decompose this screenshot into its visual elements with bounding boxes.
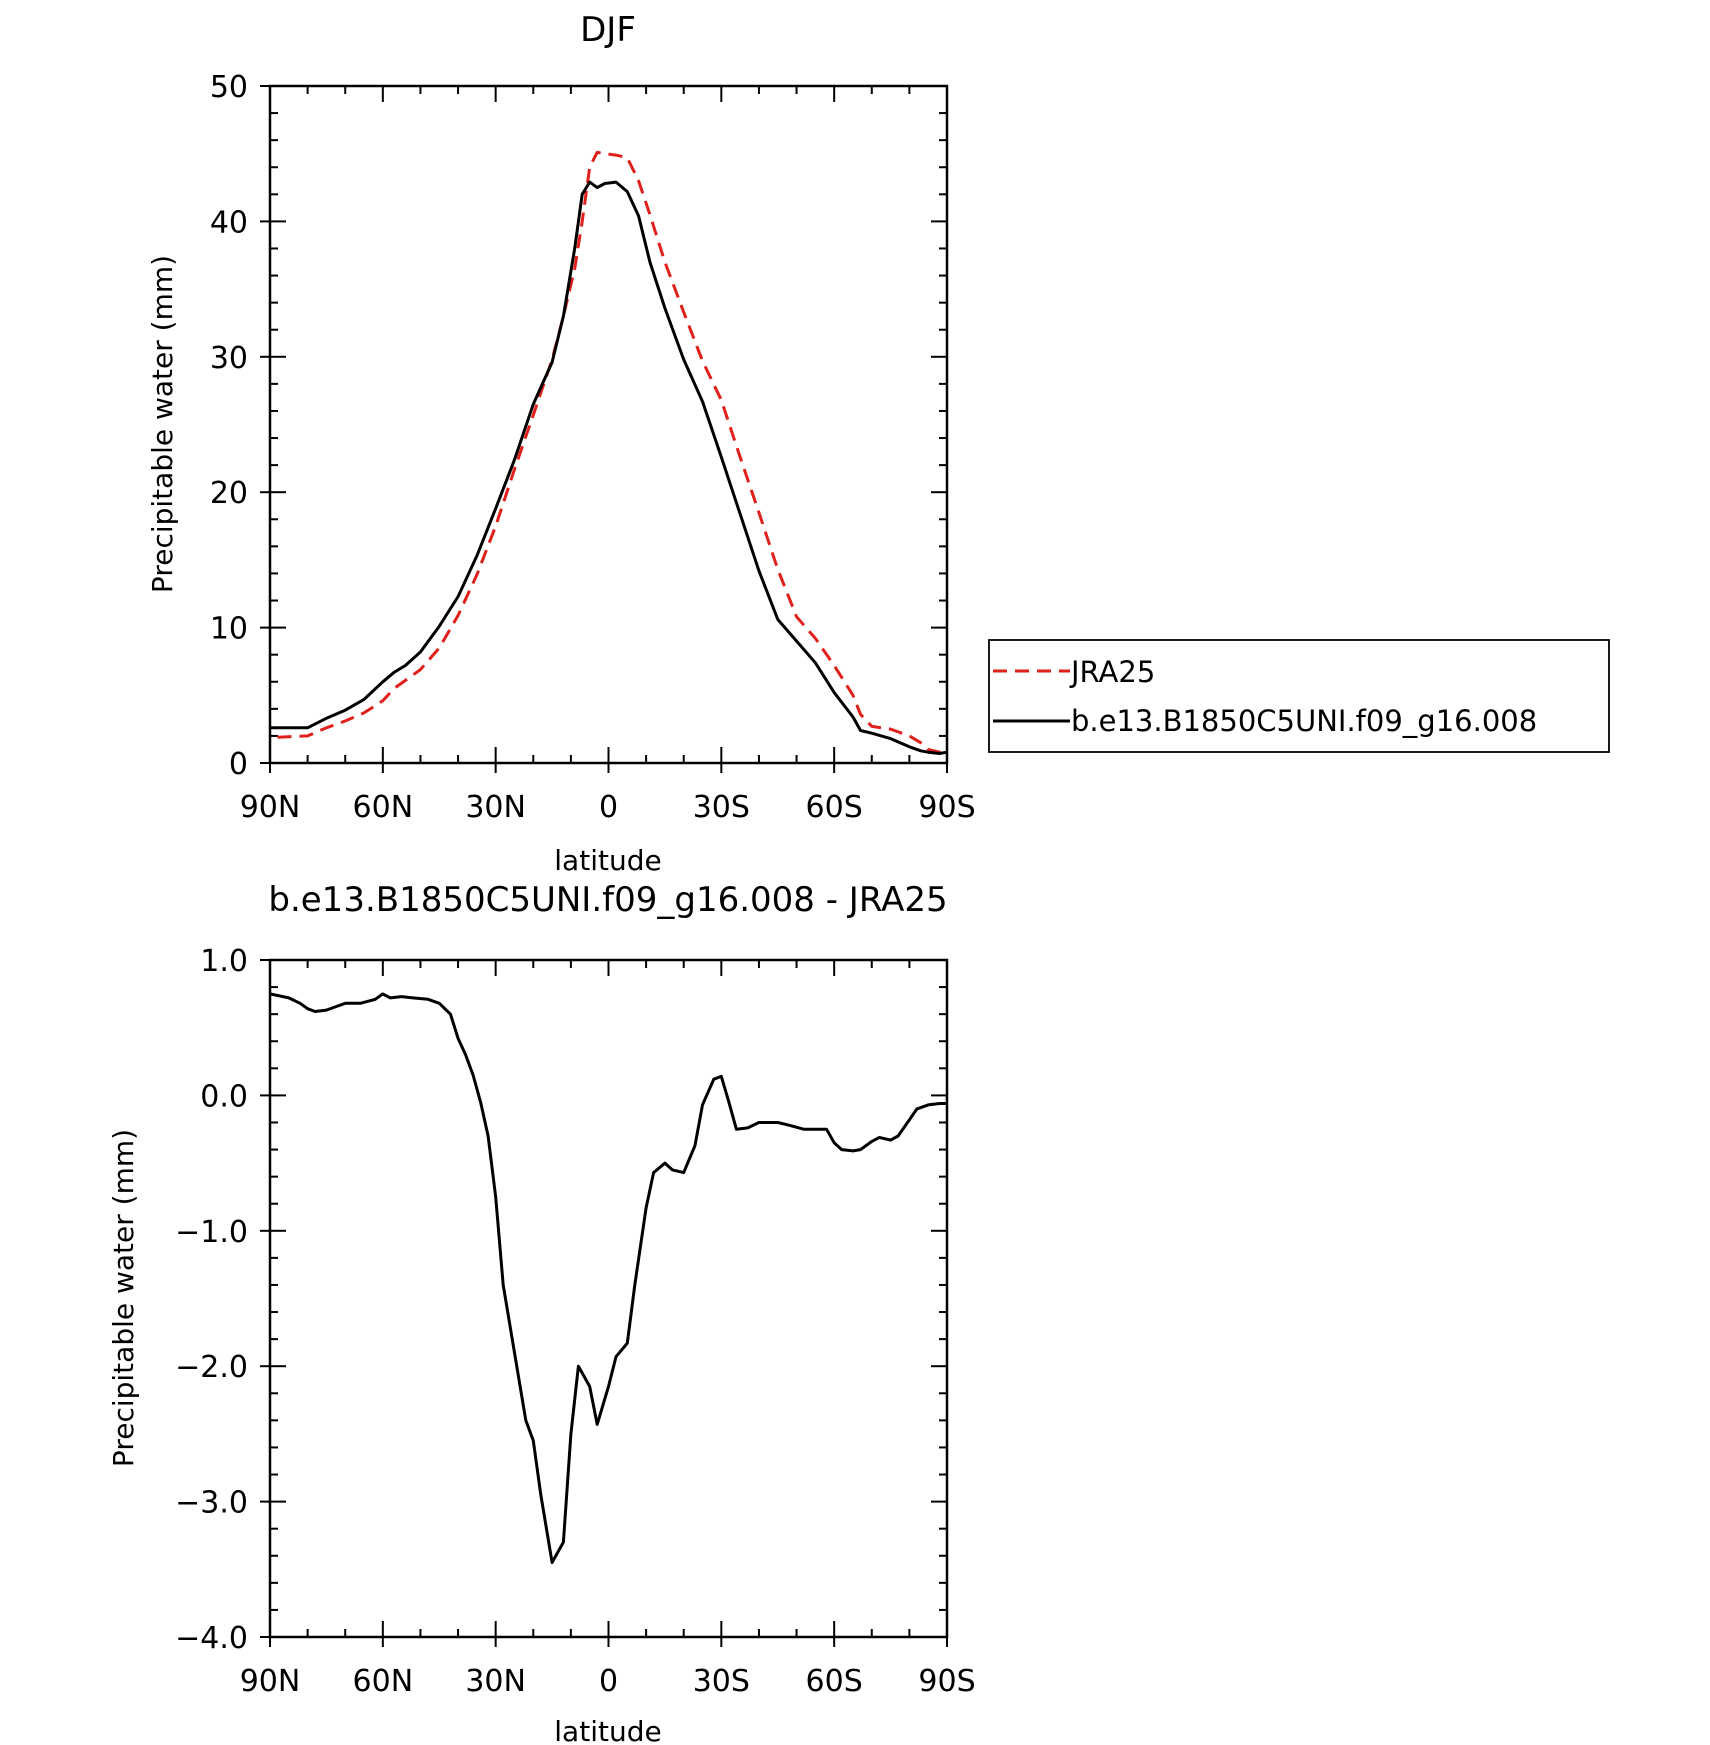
top-plot-frame <box>268 84 949 765</box>
bottom-x-tick-label: 30S <box>693 1664 750 1699</box>
bottom-x-tick-label: 60N <box>353 1664 414 1699</box>
top-y-tick-label: 20 <box>210 476 248 511</box>
bottom-chart-title: b.e13.B1850C5UNI.f09_g16.008 - JRA25 <box>268 880 947 920</box>
top-y-tick-label: 30 <box>210 341 248 376</box>
legend: JRA25 b.e13.B1850C5UNI.f09_g16.008 <box>988 639 1610 753</box>
bottom-plot-frame <box>268 958 949 1639</box>
bottom-y-tick-label: −2.0 <box>175 1350 248 1385</box>
top-chart-title: DJF <box>580 10 636 50</box>
top-y-tick-label: 10 <box>210 612 248 647</box>
top-x-tick-label: 60N <box>353 790 414 825</box>
top-x-tick-label: 60S <box>806 790 863 825</box>
top-y-tick-label: 40 <box>210 205 248 240</box>
bottom-x-ticks: 90N 60N 30N 0 30S 60S 90S <box>240 960 976 1699</box>
top-series-layer <box>270 150 948 755</box>
top-x-axis-label: latitude <box>554 844 661 877</box>
bottom-series-layer <box>269 992 947 1564</box>
bottom-x-tick-label: 30N <box>465 1664 526 1699</box>
legend-box <box>988 639 1610 753</box>
top-chart: DJF 0 10 20 30 40 50 90N 60N 30N 0 30S 60S 90S lati… <box>146 10 976 877</box>
top-y-tick-label: 0 <box>229 747 248 782</box>
bottom-series-line-0 <box>269 992 947 1564</box>
bottom-x-tick-label: 90N <box>240 1664 301 1699</box>
bottom-chart: b.e13.B1850C5UNI.f09_g16.008 - JRA25 1.0… <box>107 880 976 1745</box>
bottom-y-tick-label: −1.0 <box>175 1215 248 1250</box>
bottom-x-tick-label: 0 <box>599 1664 618 1699</box>
top-x-tick-label: 90N <box>240 790 301 825</box>
top-y-axis-label: Precipitable water (mm) <box>146 255 179 593</box>
legend-entry-jra25: JRA25 <box>1069 655 1155 689</box>
bottom-x-axis-label: latitude <box>554 1715 661 1745</box>
bottom-x-tick-label: 90S <box>918 1664 975 1699</box>
top-series-line-1 <box>270 180 948 755</box>
bottom-y-tick-label: 1.0 <box>200 944 248 979</box>
top-y-ticks: 0 10 20 30 40 50 <box>210 70 947 782</box>
top-x-tick-label: 90S <box>918 790 975 825</box>
bottom-x-tick-label: 60S <box>806 1664 863 1699</box>
top-x-tick-label: 0 <box>599 790 618 825</box>
bottom-y-ticks: 1.0 0.0 −1.0 −2.0 −3.0 −4.0 <box>175 944 947 1656</box>
top-series-line-0 <box>277 150 947 754</box>
top-x-ticks: 90N 60N 30N 0 30S 60S 90S <box>240 86 976 825</box>
bottom-y-tick-label: 0.0 <box>200 1079 248 1114</box>
bottom-y-axis-label: Precipitable water (mm) <box>107 1129 140 1467</box>
top-x-tick-label: 30S <box>693 790 750 825</box>
bottom-y-tick-label: −3.0 <box>175 1486 248 1521</box>
legend-entry-model: b.e13.B1850C5UNI.f09_g16.008 <box>1071 704 1537 738</box>
bottom-y-tick-label: −4.0 <box>175 1621 248 1656</box>
top-x-tick-label: 30N <box>465 790 526 825</box>
top-y-tick-label: 50 <box>210 70 248 105</box>
